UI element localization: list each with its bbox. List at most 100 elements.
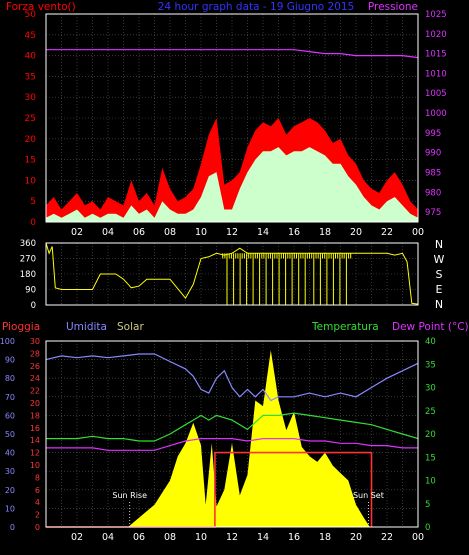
rain-tick-label: 14 (30, 436, 40, 445)
pressure-tick-label: 1025 (425, 10, 447, 20)
rain-tick-label: 2 (35, 511, 40, 520)
x-tick-label: 22 (381, 532, 393, 543)
solar-legend: Solar (117, 321, 144, 333)
wind-tick-label: 15 (25, 156, 36, 166)
rain-humidity-solar-temp-panel: Sun Rise Sun Set0102030405060708090100024… (0, 337, 436, 543)
temperature-tick-label: 0 (425, 523, 430, 533)
rain-tick-label: 20 (30, 399, 40, 408)
x-tick-label: 20 (350, 532, 362, 543)
pressure-tick-label: 995 (425, 129, 441, 139)
compass-label: E (436, 283, 443, 296)
humidity-tick-label: 80 (5, 374, 15, 383)
humidity-tick-label: 50 (5, 430, 15, 439)
humidity-tick-label: 40 (5, 449, 15, 458)
pressure-tick-label: 990 (425, 149, 441, 159)
wind-tick-label: 50 (25, 10, 37, 20)
wind-tick-label: 10 (25, 176, 37, 186)
x-tick-label: 04 (102, 532, 114, 543)
temperature-tick-label: 30 (425, 384, 436, 394)
rain-tick-label: 4 (35, 498, 40, 507)
direction-tick-label: 360 (20, 239, 36, 249)
rain-tick-label: 28 (30, 349, 40, 358)
compass-label: N (435, 298, 443, 311)
pressure-line (46, 49, 419, 59)
dewpoint-line (46, 438, 418, 451)
temperature-tick-label: 40 (425, 337, 436, 347)
x-tick-label: 20 (350, 227, 362, 238)
temperature-legend: Temperatura (311, 321, 379, 333)
rain-tick-label: 26 (30, 362, 40, 371)
wind-tick-label: 25 (25, 114, 36, 124)
humidity-tick-label: 20 (5, 486, 15, 495)
wind-tick-label: 35 (25, 72, 36, 82)
compass-label: S (436, 268, 443, 281)
x-tick-label: 08 (164, 227, 176, 238)
wind-pressure-panel: 0510152025303540455097598098599099510001… (25, 10, 447, 238)
compass-label: W (434, 253, 445, 266)
x-tick-label: 14 (257, 532, 269, 543)
wind-tick-label: 40 (25, 52, 37, 62)
temperature-tick-label: 35 (425, 360, 436, 370)
wind-tick-label: 45 (25, 31, 36, 41)
sun-event-label: Sun Set (353, 491, 384, 500)
rain-tick-label: 22 (30, 387, 40, 396)
wind-tick-label: 30 (25, 93, 37, 103)
sun-event-label: Sun Rise (112, 491, 147, 500)
wind-average-area (46, 147, 418, 222)
x-tick-label: 12 (226, 532, 238, 543)
direction-tick-label: 90 (25, 286, 36, 296)
pressure-axis-label: Pressione (368, 1, 418, 13)
x-tick-label: 22 (381, 227, 393, 238)
humidity-tick-label: 30 (5, 467, 15, 476)
direction-panel-frame (45, 242, 419, 306)
wind-tick-label: 0 (30, 218, 36, 228)
wind-tick-label: 20 (25, 135, 37, 145)
pressure-tick-label: 1005 (425, 89, 447, 99)
temperature-tick-label: 25 (425, 407, 436, 417)
temperature-tick-label: 15 (425, 453, 436, 463)
temperature-tick-label: 5 (425, 500, 430, 510)
rain-panel-frame (45, 340, 419, 528)
humidity-tick-label: 90 (5, 356, 15, 365)
pressure-tick-label: 1000 (425, 109, 447, 119)
humidity-tick-label: 70 (5, 393, 15, 402)
temperature-tick-label: 10 (425, 477, 436, 487)
rain-tick-label: 0 (35, 523, 40, 532)
temperature-tick-label: 20 (425, 430, 436, 440)
x-tick-label: 00 (412, 227, 424, 238)
pressure-tick-label: 1015 (425, 50, 447, 60)
humidity-line (45, 353, 419, 402)
x-tick-label: 04 (102, 227, 114, 238)
pressure-tick-label: 980 (425, 188, 441, 198)
solar-area (46, 350, 418, 527)
x-tick-label: 10 (195, 532, 207, 543)
rain-tick-label: 12 (30, 449, 40, 458)
humidity-tick-label: 100 (0, 337, 15, 346)
dewpoint-legend: Dew Point (°C) (392, 321, 469, 333)
x-tick-label: 06 (133, 227, 145, 238)
pressure-tick-label: 1010 (425, 69, 447, 79)
pressure-tick-label: 975 (425, 208, 441, 218)
wind-direction-line (45, 242, 419, 305)
x-tick-label: 10 (195, 227, 207, 238)
pressure-tick-label: 985 (425, 168, 441, 178)
x-tick-label: 12 (226, 227, 238, 238)
rain-tick-label: 8 (35, 473, 40, 482)
humidity-legend: Umidita (66, 321, 107, 333)
chart-title: 24 hour graph data - 19 Giugno 2015 (158, 1, 355, 13)
x-tick-label: 06 (133, 532, 145, 543)
x-tick-label: 08 (164, 532, 176, 543)
direction-tick-label: 180 (20, 270, 36, 280)
wind-panel-frame (45, 13, 419, 223)
rain-legend: Pioggia (2, 321, 40, 333)
humidity-tick-label: 60 (5, 411, 15, 420)
x-tick-label: 00 (412, 532, 424, 543)
direction-tick-label: 0 (31, 301, 36, 311)
rain-tick-label: 10 (30, 461, 40, 470)
rain-tick-label: 6 (35, 486, 40, 495)
x-tick-label: 18 (319, 227, 331, 238)
x-tick-label: 16 (288, 532, 300, 543)
x-tick-label: 02 (71, 227, 83, 238)
pressure-tick-label: 1020 (425, 30, 447, 40)
